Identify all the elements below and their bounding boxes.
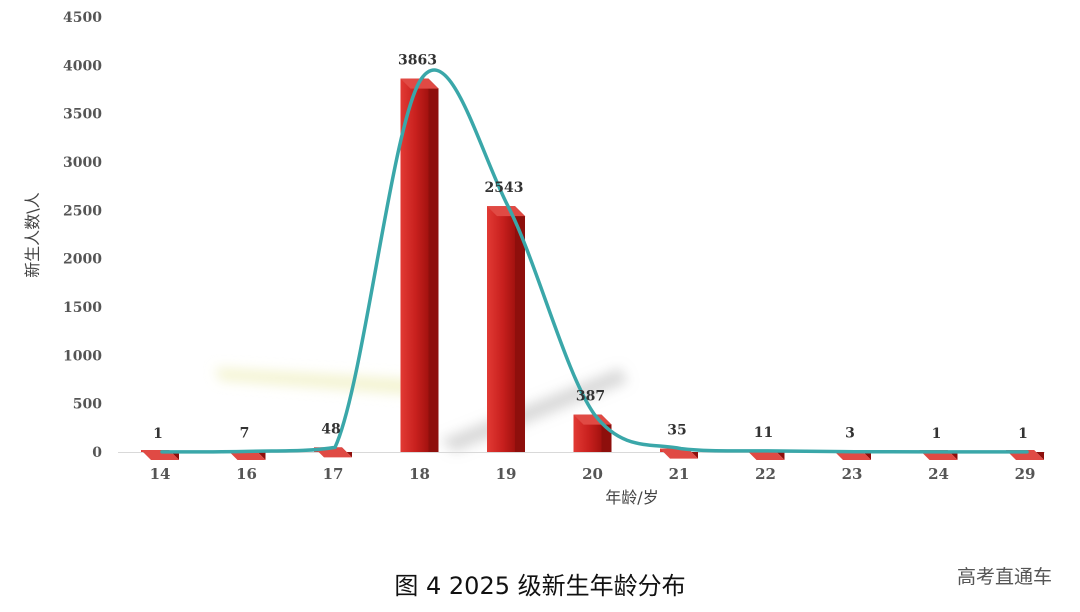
data-label: 3863 [398, 53, 437, 69]
y-tick-label: 4000 [63, 58, 102, 74]
x-tick-label: 20 [582, 465, 603, 483]
bar-top [487, 206, 525, 217]
y-axis-title: 新生人数\人 [23, 192, 42, 277]
x-tick-label: 19 [496, 465, 517, 483]
data-label: 1 [932, 426, 942, 442]
x-tick-label: 22 [755, 465, 776, 483]
y-tick-label: 2000 [63, 252, 102, 268]
y-tick-label: 3000 [63, 155, 102, 171]
y-tick-label: 500 [73, 397, 102, 413]
y-tick-label: 1500 [63, 300, 102, 316]
data-label: 1 [153, 426, 163, 442]
x-axis-title: 年龄/岁 [605, 488, 658, 507]
bar-20 [573, 414, 612, 452]
trend-curve [160, 68, 1029, 454]
x-tick-label: 17 [323, 465, 344, 483]
bar-18 [400, 78, 439, 453]
bar [400, 78, 429, 453]
x-tick-label: 29 [1015, 465, 1036, 483]
x-tick-label: 16 [236, 465, 257, 483]
y-tick-label: 0 [92, 445, 102, 461]
y-tick-label: 4500 [63, 10, 102, 26]
y-tick-label: 2500 [63, 203, 102, 219]
y-tick-label: 1000 [63, 348, 102, 364]
x-tick-label: 24 [928, 465, 949, 483]
data-label: 35 [667, 423, 686, 439]
figure-caption: 图 4 2025 级新生年龄分布 [394, 572, 686, 600]
bar-top [660, 448, 698, 459]
x-tick-label: 23 [842, 465, 863, 483]
bar-shadow [215, 368, 420, 395]
data-label: 7 [240, 425, 250, 441]
data-label: 387 [576, 389, 605, 405]
bar-side [515, 206, 525, 452]
bars [141, 78, 1044, 460]
x-tick-label: 14 [150, 465, 171, 483]
x-tick-label: 21 [669, 465, 690, 483]
bar-19 [487, 206, 525, 452]
data-label: 3 [845, 426, 855, 442]
data-label: 1 [1018, 426, 1028, 442]
y-tick-label: 3500 [63, 107, 102, 123]
data-label: 48 [321, 421, 340, 437]
bar-side [428, 78, 439, 453]
data-label: 11 [754, 425, 773, 441]
x-tick-label: 18 [409, 465, 430, 483]
data-label: 2543 [485, 180, 524, 196]
watermark: 高考直通车 [956, 566, 1052, 588]
bar [487, 206, 515, 452]
